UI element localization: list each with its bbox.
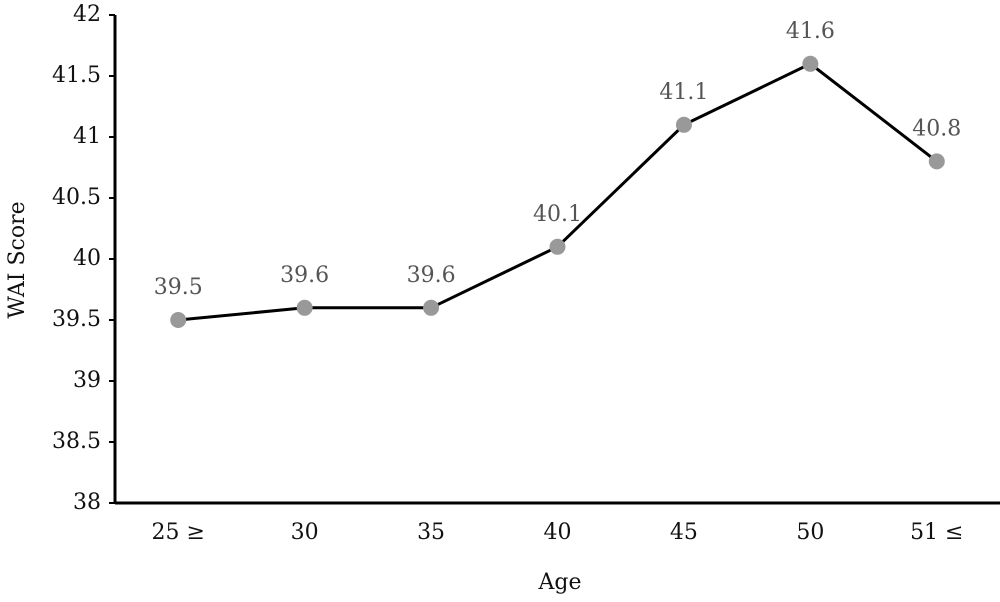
- value-label: 39.6: [280, 263, 329, 288]
- marker: [549, 238, 566, 255]
- x-axis-title: Age: [538, 570, 582, 595]
- marker: [802, 55, 819, 72]
- marker: [296, 299, 313, 316]
- x-tick-label: 50: [796, 520, 824, 545]
- y-tick-label: 41.5: [52, 63, 101, 88]
- x-tick-label: 35: [417, 520, 445, 545]
- x-tick-label: 45: [670, 520, 698, 545]
- y-tick-label: 38: [73, 490, 101, 515]
- value-label: 40.1: [533, 202, 582, 227]
- value-label: 41.6: [786, 19, 835, 44]
- x-tick-label: 30: [291, 520, 319, 545]
- value-label: 40.8: [912, 116, 961, 141]
- marker: [928, 153, 945, 170]
- y-tick-label: 42: [73, 2, 101, 27]
- x-tick-label: 40: [544, 520, 572, 545]
- marker: [170, 312, 187, 328]
- y-axis-title: WAI Score: [5, 201, 30, 318]
- y-tick-label: 40: [73, 246, 101, 271]
- y-tick-label: 39.5: [52, 307, 101, 332]
- value-label: 41.1: [659, 80, 708, 105]
- marker: [675, 116, 692, 133]
- marker: [423, 299, 440, 316]
- y-tick-label: 39: [73, 368, 101, 393]
- y-tick-label: 41: [73, 124, 101, 149]
- y-tick-label: 40.5: [52, 185, 101, 210]
- x-tick-label: 25 ≥: [152, 520, 205, 545]
- value-label: 39.5: [154, 275, 203, 300]
- value-label: 39.6: [407, 263, 456, 288]
- x-tick-label: 51 ≤: [910, 520, 963, 545]
- y-tick-label: 38.5: [52, 429, 101, 454]
